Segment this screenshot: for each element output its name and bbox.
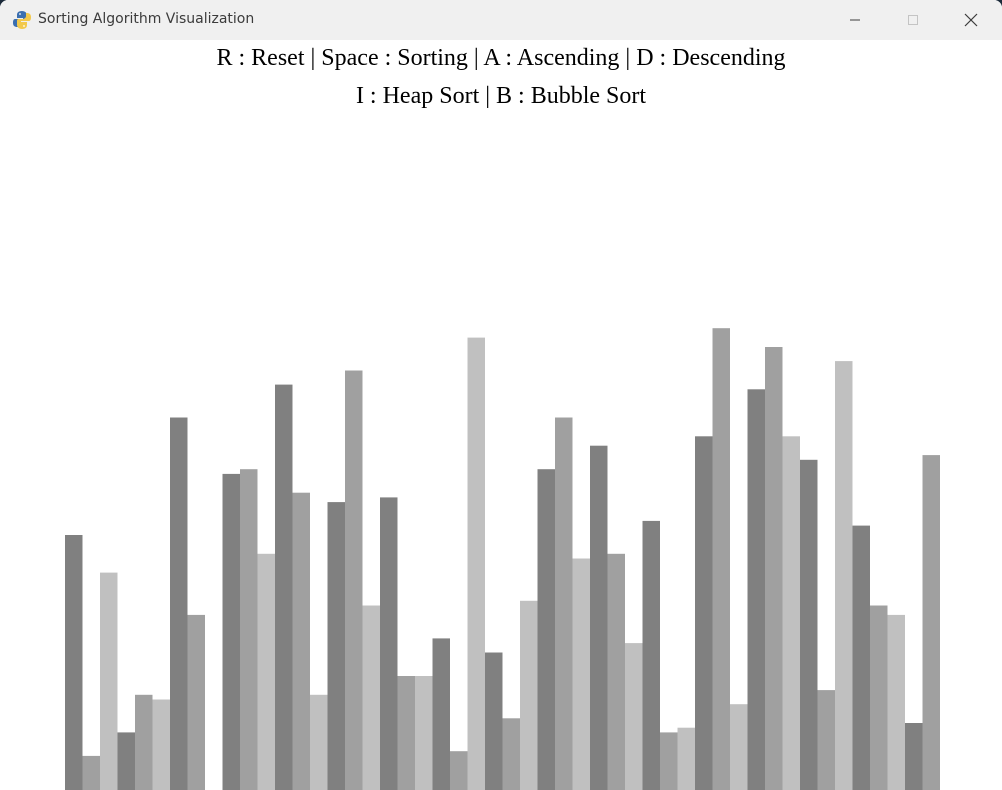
bar-27	[537, 469, 555, 790]
bar-49	[922, 455, 940, 790]
bar-16	[345, 370, 363, 790]
bar-2	[100, 572, 118, 790]
bar-32	[625, 643, 643, 790]
bar-33	[642, 520, 660, 790]
bar-41	[782, 436, 800, 790]
visualization-canvas[interactable]: R : Reset | Space : Sorting | A : Ascend…	[0, 40, 1002, 790]
bar-9	[222, 473, 240, 790]
bar-17	[362, 605, 380, 790]
bar-10	[240, 469, 258, 790]
bar-24	[485, 652, 503, 790]
bar-35	[677, 727, 695, 790]
bar-34	[660, 732, 678, 790]
bar-47	[887, 614, 905, 790]
maximize-icon	[907, 14, 919, 26]
bar-12	[275, 384, 293, 790]
bar-43	[817, 690, 835, 790]
bar-20	[415, 676, 433, 790]
close-button[interactable]	[942, 0, 1000, 40]
bar-31	[607, 553, 625, 790]
minimize-icon	[849, 14, 861, 26]
bar-23	[467, 337, 485, 790]
bar-45	[852, 525, 870, 790]
bar-5	[152, 699, 170, 790]
bar-7	[187, 614, 205, 790]
bar-29	[572, 558, 590, 790]
bar-48	[905, 723, 923, 790]
bar-46	[870, 605, 888, 790]
bar-18	[380, 497, 398, 790]
bar-4	[135, 694, 153, 790]
bar-3	[117, 732, 135, 790]
bar-13	[292, 492, 310, 790]
python-snake-icon	[12, 10, 32, 30]
close-icon	[964, 13, 978, 27]
bar-28	[555, 417, 573, 790]
bar-15	[327, 502, 345, 790]
controls-instructions-line-2: I : Heap Sort | B : Bubble Sort	[355, 83, 647, 109]
bar-37	[712, 328, 730, 790]
minimize-button[interactable]	[826, 0, 884, 40]
bar-25	[502, 718, 520, 790]
bar-42	[800, 459, 818, 790]
bar-38	[730, 704, 748, 790]
bar-39	[747, 389, 765, 790]
bar-21	[432, 638, 450, 790]
bar-11	[257, 553, 275, 790]
maximize-button[interactable]	[884, 0, 942, 40]
bar-0	[65, 535, 83, 790]
bar-6	[170, 417, 188, 790]
bar-22	[450, 751, 468, 790]
bar-chart	[65, 328, 940, 790]
bar-40	[765, 347, 783, 790]
title-bar[interactable]: Sorting Algorithm Visualization	[0, 0, 1002, 40]
bar-14	[310, 694, 328, 790]
bar-44	[835, 361, 853, 790]
bar-26	[520, 600, 538, 790]
bar-30	[590, 445, 608, 790]
window-title: Sorting Algorithm Visualization	[38, 11, 255, 27]
controls-instructions-line-1: R : Reset | Space : Sorting | A : Ascend…	[216, 45, 786, 71]
bar-36	[695, 436, 713, 790]
bar-19	[397, 676, 415, 790]
bar-1	[82, 755, 100, 790]
